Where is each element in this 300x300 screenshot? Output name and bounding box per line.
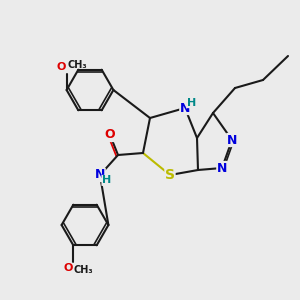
Text: H: H xyxy=(102,176,111,185)
Text: O: O xyxy=(63,263,73,273)
Text: N: N xyxy=(227,134,237,146)
Text: N: N xyxy=(95,169,105,182)
Text: H: H xyxy=(187,98,196,108)
Text: CH₃: CH₃ xyxy=(67,60,87,70)
Text: N: N xyxy=(180,101,190,115)
Text: O: O xyxy=(56,62,66,72)
Text: CH₃: CH₃ xyxy=(74,265,94,275)
Text: N: N xyxy=(217,161,227,175)
Text: O: O xyxy=(105,128,115,142)
Text: S: S xyxy=(165,168,175,182)
